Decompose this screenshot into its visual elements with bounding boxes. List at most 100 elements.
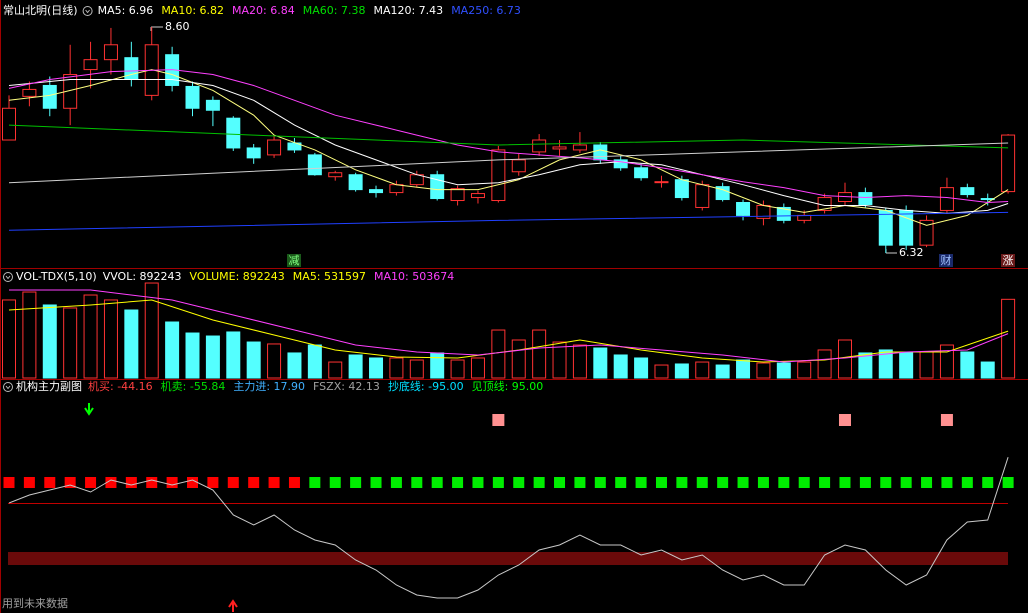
candle-body	[736, 202, 751, 216]
sell-arrow	[228, 599, 238, 612]
candle-body	[552, 146, 567, 150]
trend-square	[737, 477, 749, 488]
trend-square	[227, 477, 239, 488]
volume-bar	[1001, 298, 1016, 379]
candle-body	[328, 172, 343, 178]
candle-body	[613, 159, 628, 169]
trend-square	[268, 477, 280, 488]
volume-bar	[369, 357, 384, 379]
volume-bar	[185, 332, 200, 379]
trend-square	[288, 477, 300, 488]
trend-square	[635, 477, 647, 488]
volume-bar	[858, 352, 873, 379]
candle-body	[185, 85, 200, 109]
candle-body	[450, 188, 465, 202]
trend-square	[819, 477, 831, 488]
ma-line	[8, 211, 1009, 231]
trend-square	[696, 477, 708, 488]
buy-arrow	[84, 403, 94, 416]
volume-bar	[144, 282, 159, 379]
volume-bar	[2, 299, 16, 379]
trend-square	[248, 477, 260, 488]
trend-square	[472, 477, 484, 488]
candle-body	[1001, 134, 1016, 193]
trend-square	[921, 477, 933, 488]
ma-line	[8, 142, 1009, 184]
trend-square	[594, 477, 606, 488]
candle-body	[593, 144, 608, 161]
trend-square	[329, 477, 341, 488]
legend-entry: MA10: 503674	[374, 270, 454, 283]
volume-bar	[328, 361, 343, 379]
volume-bar	[919, 351, 934, 379]
header-icon	[85, 9, 90, 14]
volume-bar	[980, 361, 995, 379]
trend-square	[859, 477, 871, 488]
volume-bar	[63, 307, 78, 379]
legend-entry: VOLUME: 892243	[190, 270, 285, 283]
top-signal	[492, 414, 505, 426]
volume-bar	[511, 339, 526, 379]
candle-body	[42, 84, 57, 109]
trend-square	[44, 477, 56, 488]
trend-square	[513, 477, 525, 488]
volume-bar	[307, 344, 322, 379]
candle-body	[960, 187, 975, 196]
trend-square	[390, 477, 402, 488]
marker: 财	[941, 253, 952, 267]
legend-entry: MA5: 6.96	[98, 4, 154, 17]
trend-square	[798, 477, 810, 488]
trend-square	[452, 477, 464, 488]
trend-square	[839, 477, 851, 488]
candle-body	[634, 167, 649, 179]
trend-square	[350, 477, 362, 488]
high-annotation: 8.60	[165, 20, 190, 33]
trend-square	[880, 477, 892, 488]
candle-body	[878, 209, 893, 246]
marker: 减	[289, 254, 300, 267]
trend-square	[370, 477, 382, 488]
candle-body	[980, 198, 995, 201]
candle-body	[103, 44, 118, 61]
trend-square	[615, 477, 627, 488]
panel-title: 机构主力副图	[16, 379, 82, 393]
candle-body	[776, 206, 791, 221]
volume-bar	[878, 349, 893, 379]
candle-body	[63, 74, 78, 109]
marker-bg	[287, 254, 301, 267]
trend-square	[941, 477, 953, 488]
volume-bar	[348, 354, 363, 379]
candle-body	[919, 219, 934, 246]
candle-body	[389, 184, 404, 194]
volume-bar	[470, 357, 485, 379]
trend-square	[1002, 477, 1014, 488]
marker: 涨	[1003, 254, 1014, 267]
trend-square	[961, 477, 973, 488]
trend-square	[778, 477, 790, 488]
volume-bar	[409, 359, 424, 379]
top-signal	[940, 414, 953, 426]
candle-body	[695, 184, 710, 208]
candle-body	[22, 88, 37, 97]
ma-line	[8, 69, 1009, 204]
ma-line	[8, 79, 1009, 214]
candle-body	[470, 193, 485, 199]
trend-square	[554, 477, 566, 488]
trend-square	[23, 477, 35, 488]
top-signal	[838, 414, 851, 426]
volume-bar	[389, 357, 404, 379]
trend-square	[411, 477, 423, 488]
volume-bar	[899, 351, 914, 379]
trend-square	[3, 477, 15, 488]
legend-entry: MA20: 6.84	[232, 4, 295, 17]
marker-bg	[1001, 254, 1015, 267]
legend-entry: MA5: 531597	[293, 270, 366, 283]
candle-body	[83, 59, 98, 71]
volume-bar	[674, 363, 689, 379]
low-annotation: 6.32	[899, 246, 924, 259]
trend-square	[492, 477, 504, 488]
volume-bar	[430, 352, 445, 379]
marker-bg	[939, 254, 953, 267]
volume-bar	[817, 349, 832, 379]
